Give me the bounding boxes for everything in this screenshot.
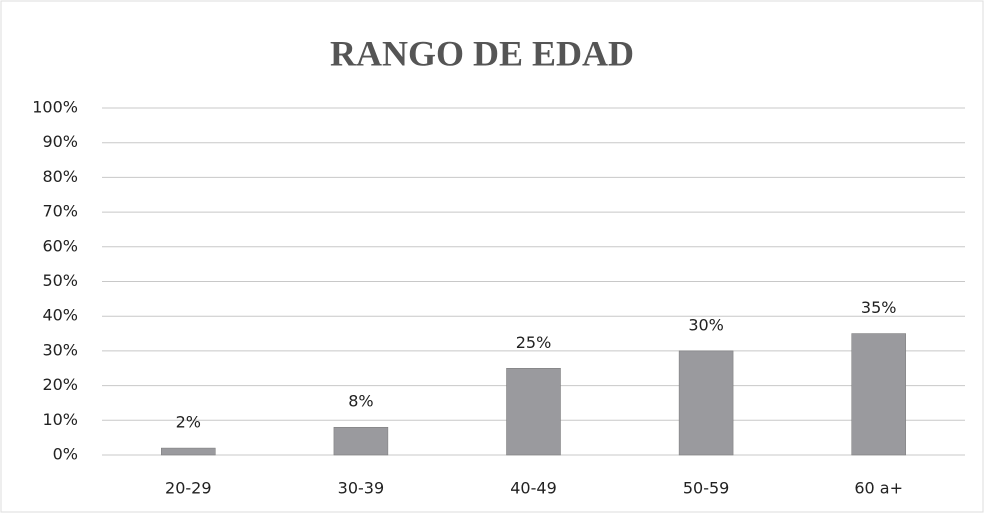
x-tick-label: 30-39: [338, 479, 385, 498]
y-tick-label: 90%: [42, 132, 78, 151]
y-tick-label: 60%: [42, 236, 78, 255]
data-label: 25%: [516, 333, 552, 352]
y-tick-label: 30%: [42, 340, 78, 359]
x-tick-label: 50-59: [683, 479, 730, 498]
y-tick-label: 70%: [42, 202, 78, 221]
bar: [161, 447, 216, 456]
x-tick-label: 20-29: [165, 479, 212, 498]
y-tick-label: 40%: [42, 306, 78, 325]
y-tick-label: 80%: [42, 167, 78, 186]
y-tick-label: 10%: [42, 410, 78, 429]
y-tick-label: 0%: [53, 445, 78, 464]
y-tick-label: 50%: [42, 271, 78, 290]
bar: [333, 426, 389, 456]
bar: [506, 368, 561, 456]
data-label: 8%: [348, 392, 373, 411]
data-label: 30%: [688, 315, 724, 334]
y-tick-label: 100%: [32, 98, 78, 117]
y-tick-label: 20%: [42, 375, 78, 394]
data-label: 2%: [176, 413, 201, 432]
x-tick-label: 40-49: [510, 479, 557, 498]
data-label: 35%: [861, 298, 897, 317]
chart-title: RANGO DE EDAD: [330, 33, 634, 73]
bar: [851, 333, 906, 456]
bar: [678, 350, 734, 456]
x-tick-label: 60 a+: [854, 479, 903, 498]
